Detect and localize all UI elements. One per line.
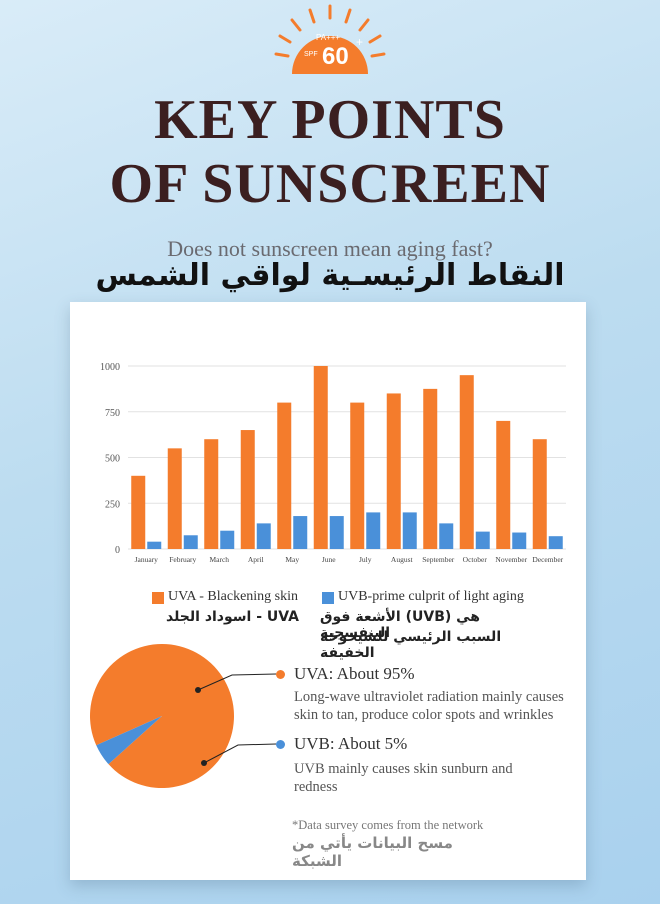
legend-uva-arabic: UVA - اسوداد الجلد: [166, 609, 299, 625]
bar-uvb: [512, 532, 527, 549]
x-tick-label: September: [422, 555, 455, 564]
bar-uva: [131, 475, 146, 549]
uvb-leader-line: [203, 743, 277, 764]
bar-uva: [240, 430, 255, 549]
bar-uvb: [147, 541, 162, 549]
legend-uvb-arabic-1: هي (UVB) الأشعة فوق البنفسجية: [320, 609, 481, 641]
bar-uvb: [293, 516, 308, 549]
pie-slice-uvb: [96, 716, 162, 765]
bar-uva: [532, 439, 547, 549]
bar-chart: 0 250 500 750 1000 January February March April M…: [100, 362, 566, 564]
legend-uva-label: UVA - Blackening skin: [168, 589, 299, 604]
uva-leader-line: [197, 673, 277, 691]
bar-uva: [350, 402, 365, 549]
bar-uvb: [475, 531, 490, 549]
badge-pa: PA+++: [316, 33, 340, 42]
uva-desc-2: skin to tan, produce color spots and wri…: [294, 707, 554, 723]
x-tick-label: August: [391, 555, 414, 564]
x-tick-label: March: [209, 555, 229, 564]
legend-uvb-label: UVB-prime culprit of light aging: [338, 589, 524, 604]
subtitle: Does not sunscreen mean aging fast?: [167, 236, 493, 261]
badge-spf: SPF: [304, 51, 318, 58]
bar-uvb: [220, 530, 235, 549]
spf-badge-logo: PA+++ SPF 60 +: [274, 4, 386, 74]
badge-number: 60: [322, 43, 349, 70]
x-tick-label: December: [532, 555, 563, 564]
pie-slice-uva: [89, 644, 235, 788]
bar-uva: [277, 402, 292, 549]
bar-uva: [496, 420, 511, 549]
bar-uva: [313, 366, 328, 549]
y-tick-label: 0: [115, 545, 120, 556]
bar-uvb: [256, 523, 271, 549]
x-tick-label: July: [359, 555, 372, 564]
data-source-note-arabic: مسح البيانات يأتي من الشبكة: [292, 834, 453, 870]
bar-uvb: [402, 512, 417, 549]
data-source-note: *Data survey comes from the network: [292, 818, 484, 832]
bar-uvb: [439, 523, 454, 549]
arabic-title: النقاط الرئيسـية لواقي الشمس: [95, 258, 565, 293]
x-tick-label: January: [135, 555, 159, 564]
x-tick-label: February: [169, 555, 196, 564]
x-tick-label: November: [495, 555, 527, 564]
legend-uva-swatch: [152, 592, 164, 604]
uva-desc-1: Long-wave ultraviolet radiation mainly c…: [294, 689, 564, 705]
uvb-title: UVB: About 5%: [294, 734, 408, 753]
y-tick-label: 250: [105, 499, 120, 510]
bar-uvb: [183, 535, 198, 549]
uvb-dot: [276, 740, 285, 749]
y-tick-label: 750: [105, 408, 120, 419]
bar-uvb: [366, 512, 381, 549]
bar-uva: [167, 448, 182, 549]
x-tick-label: October: [463, 555, 488, 564]
chart-card: 0 250 500 750 1000 January February March April M…: [70, 302, 586, 880]
y-tick-label: 500: [105, 454, 120, 465]
bar-uvb: [548, 536, 563, 549]
bar-uva: [386, 393, 401, 549]
uvb-desc-2: redness: [294, 779, 338, 795]
bar-uvb: [329, 516, 344, 549]
uva-dot: [276, 670, 285, 679]
y-tick-label: 1000: [100, 362, 120, 373]
legend-uvb-swatch: [322, 592, 334, 604]
legend-uvb-arabic-2: السبب الرئيسي للشيخوخة الخفيفة: [320, 629, 502, 661]
x-tick-label: April: [248, 555, 264, 564]
bar-uva: [423, 388, 438, 549]
bar-uva: [204, 439, 219, 549]
uva-title: UVA: About 95%: [294, 664, 415, 683]
x-tick-label: June: [322, 555, 336, 564]
x-tick-label: May: [285, 555, 299, 564]
uvb-desc-1: UVB mainly causes skin sunburn and: [294, 761, 513, 777]
bar-uva: [459, 375, 474, 549]
badge-plus: +: [356, 35, 363, 49]
pie-chart: [89, 644, 277, 788]
title-line-1: KEY POINTS: [154, 89, 506, 151]
title-line-2: OF SUNSCREEN: [109, 153, 551, 215]
